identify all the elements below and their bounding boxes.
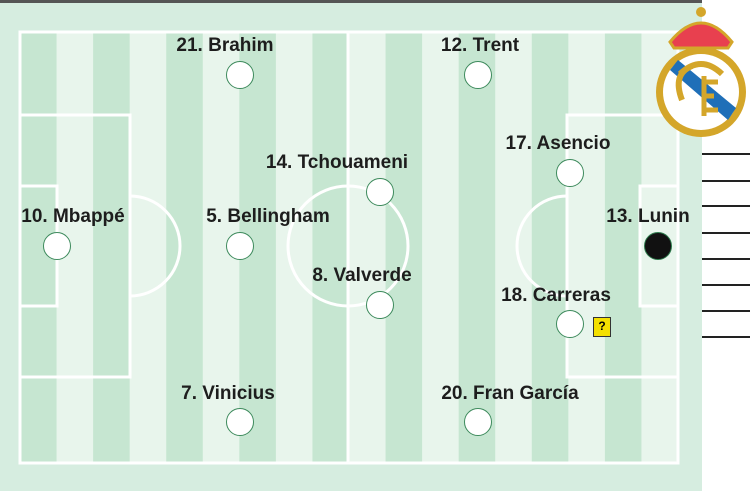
panel-line xyxy=(702,310,750,312)
player-label: 10. Mbappé xyxy=(21,206,125,227)
pitch-stripe xyxy=(568,32,606,463)
player-dot xyxy=(556,159,584,187)
player-label: 12. Trent xyxy=(440,35,520,56)
player-dot xyxy=(226,61,254,89)
player-label: 13. Lunin xyxy=(606,206,690,227)
pitch-stripe xyxy=(166,32,204,463)
panel-line xyxy=(702,153,750,155)
panel-line xyxy=(702,284,750,286)
pitch-stripe xyxy=(531,32,569,463)
doubt-card-badge: ? xyxy=(593,317,611,337)
panel-line xyxy=(702,205,750,207)
pitch-stripe xyxy=(129,32,167,463)
panel-line xyxy=(702,336,750,338)
pitch-stripe xyxy=(93,32,131,463)
panel-line xyxy=(702,258,750,260)
player-label: 5. Bellingham xyxy=(206,206,330,227)
pitch-stripe xyxy=(349,32,387,463)
pitch-stripe xyxy=(312,32,350,463)
player-label: 14. Tchouameni xyxy=(265,152,409,173)
player-label: 18. Carreras xyxy=(501,285,611,306)
player-label: 17. Asencio xyxy=(505,133,611,154)
player-dot xyxy=(366,291,394,319)
player-dot xyxy=(43,232,71,260)
player-label: 7. Vinicius xyxy=(181,383,275,404)
goalkeeper-dot xyxy=(644,232,672,260)
player-label: 20. Fran García xyxy=(441,383,579,404)
pitch-stripe xyxy=(604,32,642,463)
player-dot xyxy=(556,310,584,338)
panel-line xyxy=(702,232,750,234)
top-border xyxy=(0,0,750,3)
player-dot xyxy=(366,178,394,206)
pitch-stripe xyxy=(275,32,313,463)
player-dot xyxy=(226,408,254,436)
right-goal-box xyxy=(638,184,680,308)
pitch-stripe xyxy=(458,32,496,463)
pitch-stripe xyxy=(495,32,533,463)
player-dot xyxy=(464,61,492,89)
real-madrid-crest-icon xyxy=(656,7,746,137)
pitch-stripe xyxy=(422,32,460,463)
player-label: 21. Brahim xyxy=(176,35,274,56)
right-penalty-arc xyxy=(515,194,568,298)
pitch-stripe xyxy=(385,32,423,463)
player-dot xyxy=(464,408,492,436)
panel-line xyxy=(702,180,750,182)
player-label: 8. Valverde xyxy=(312,265,412,286)
left-penalty-arc xyxy=(129,194,182,298)
center-circle xyxy=(286,184,410,308)
player-dot xyxy=(226,232,254,260)
